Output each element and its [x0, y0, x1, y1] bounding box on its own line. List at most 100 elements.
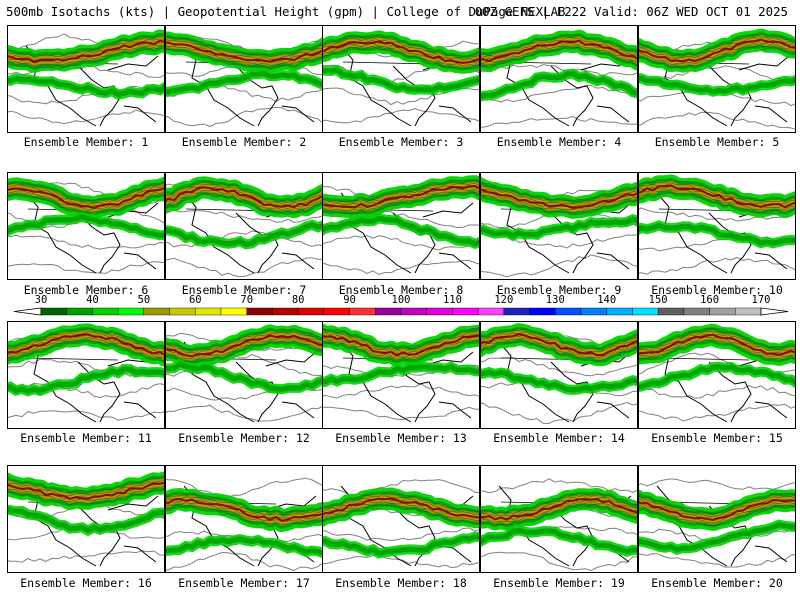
height-contour — [166, 337, 322, 360]
member-label: Ensemble Member: 8 — [338, 283, 464, 297]
member-map — [481, 29, 637, 128]
height-contour — [481, 64, 637, 77]
height-contour — [8, 328, 164, 350]
height-contour — [8, 261, 164, 274]
jet-isotach-band — [8, 333, 164, 356]
height-contour — [481, 115, 637, 128]
height-contour — [8, 337, 164, 359]
member-label: Ensemble Member: 1 — [23, 135, 149, 149]
member-map — [323, 30, 479, 127]
height-contour — [481, 505, 637, 526]
height-contour — [323, 501, 479, 521]
height-contour — [166, 493, 322, 513]
height-contour — [323, 383, 479, 399]
height-contour — [481, 85, 637, 103]
jet-isotach-band — [8, 507, 164, 534]
coastline — [183, 45, 317, 127]
member-label: Ensemble Member: 3 — [338, 135, 464, 149]
colorbar-swatch — [40, 307, 67, 316]
coastline — [340, 485, 474, 567]
member-map-panel — [165, 172, 323, 280]
member-label: Ensemble Member: 9 — [496, 283, 622, 297]
member-map-panel — [165, 25, 323, 133]
jet-isotach-band — [8, 75, 164, 98]
height-contour — [639, 36, 795, 59]
height-contour — [639, 502, 795, 524]
height-contour — [166, 328, 322, 351]
member-map-panel — [7, 321, 165, 429]
coastline — [183, 485, 317, 567]
colorbar-swatch — [452, 307, 479, 316]
member-map — [323, 479, 479, 569]
figure-header: 500mb Isotachs (kts) | Geopotential Heig… — [6, 3, 796, 21]
member-map — [166, 176, 322, 278]
height-contour — [8, 190, 164, 211]
member-map — [639, 323, 795, 423]
height-contour — [323, 191, 479, 215]
height-contour — [166, 45, 322, 66]
member-map — [323, 175, 479, 276]
height-contour — [8, 334, 164, 356]
height-contour — [639, 207, 795, 222]
member-map — [166, 31, 322, 128]
height-contour — [323, 46, 479, 70]
coastline — [25, 192, 159, 274]
member-map — [639, 174, 795, 275]
height-contour — [323, 327, 479, 350]
jet-isotach-band — [166, 70, 322, 95]
member-label: Ensemble Member: 7 — [181, 283, 307, 297]
height-contour — [166, 496, 322, 516]
height-contour — [481, 337, 637, 358]
colorbar-swatch — [477, 307, 505, 316]
height-contour — [166, 39, 322, 60]
jet-isotach-band — [481, 369, 637, 393]
member-map-panel — [638, 25, 796, 133]
member-map — [481, 177, 637, 278]
height-contour — [481, 334, 637, 355]
height-contour — [323, 498, 479, 518]
height-contour — [8, 476, 164, 494]
height-contour — [639, 39, 795, 62]
member-label: Ensemble Member: 11 — [20, 431, 152, 445]
member-label: Ensemble Member: 16 — [20, 576, 152, 590]
height-contour — [323, 495, 479, 515]
height-contour — [166, 331, 322, 354]
colorbar-swatch — [66, 307, 93, 316]
height-contour — [166, 106, 322, 128]
jet-isotach-band — [481, 216, 637, 239]
height-contour — [8, 44, 164, 67]
height-contour — [166, 340, 322, 363]
colorbar-swatch — [657, 307, 685, 316]
colorbar-swatch — [735, 307, 762, 316]
colorbar-tick-label: 100 — [391, 294, 411, 306]
colorbar-swatch — [349, 307, 376, 316]
height-contour — [8, 35, 164, 58]
member-label: Ensemble Member: 18 — [335, 576, 467, 590]
colorbar-tick-label: 160 — [700, 294, 720, 306]
height-contour — [639, 111, 795, 130]
member-map-panel — [480, 465, 638, 573]
jet-isotach-band — [323, 534, 479, 557]
height-contour — [639, 505, 795, 527]
height-contour — [639, 33, 795, 56]
colorbar-tick-label: 50 — [137, 294, 151, 306]
coastline — [25, 485, 159, 567]
jet-isotach-band — [166, 361, 322, 392]
member-label: Ensemble Member: 2 — [181, 135, 307, 149]
member-map-panel — [480, 321, 638, 429]
height-contour — [481, 43, 637, 64]
height-contour — [8, 479, 164, 497]
colorbar-swatch — [683, 307, 710, 316]
height-contour — [8, 340, 164, 362]
height-contour — [323, 333, 479, 356]
jet-isotach-band — [323, 215, 479, 247]
height-contour — [8, 410, 164, 421]
height-contour — [639, 552, 795, 568]
colorbar-swatch — [143, 307, 170, 316]
jet-isotach-band — [323, 67, 479, 93]
height-contour — [8, 41, 164, 64]
height-contour — [166, 551, 322, 572]
member-map — [481, 478, 637, 572]
height-contour — [639, 493, 795, 515]
member-map-panel — [638, 321, 796, 429]
